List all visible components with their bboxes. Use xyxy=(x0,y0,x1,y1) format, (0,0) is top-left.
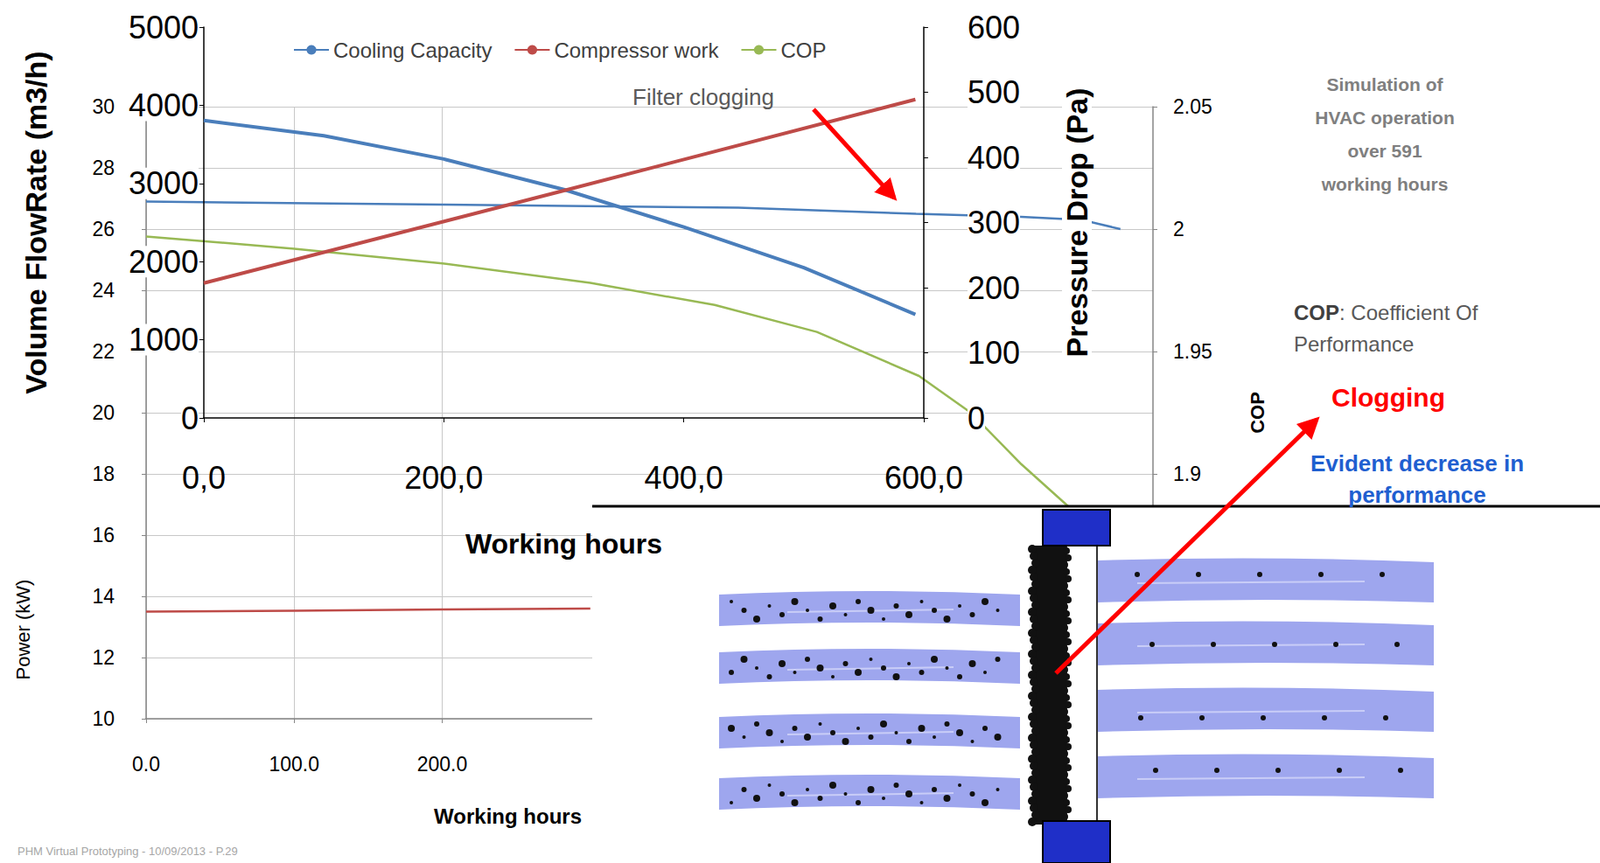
svg-text:24: 24 xyxy=(91,279,115,302)
svg-text:COP: COP xyxy=(780,38,826,63)
svg-text:18: 18 xyxy=(91,462,115,486)
svg-text:Power (kW): Power (kW) xyxy=(12,579,35,681)
svg-text:0,0: 0,0 xyxy=(181,460,226,497)
svg-text:500: 500 xyxy=(967,74,1021,111)
svg-text:200.0: 200.0 xyxy=(417,753,469,776)
svg-text:Compressor work: Compressor work xyxy=(553,38,720,63)
svg-text:12: 12 xyxy=(91,646,115,670)
svg-text:600: 600 xyxy=(967,9,1021,46)
svg-text:Volume FlowRate (m3/h): Volume FlowRate (m3/h) xyxy=(19,50,53,394)
svg-text:3000: 3000 xyxy=(128,165,199,202)
svg-text:1.95: 1.95 xyxy=(1173,340,1213,364)
svg-text:Cooling Capacity: Cooling Capacity xyxy=(333,38,492,63)
svg-text:22: 22 xyxy=(91,340,115,364)
svg-text:0.0: 0.0 xyxy=(132,753,161,776)
svg-text:400,0: 400,0 xyxy=(644,460,724,497)
svg-text:2.05: 2.05 xyxy=(1173,95,1213,119)
svg-text:4000: 4000 xyxy=(128,87,199,124)
svg-text:100: 100 xyxy=(967,335,1021,371)
svg-text:400: 400 xyxy=(967,139,1021,176)
svg-text:5000: 5000 xyxy=(128,9,199,46)
svg-text:2000: 2000 xyxy=(128,244,199,280)
svg-text:14: 14 xyxy=(91,585,115,608)
svg-text:10: 10 xyxy=(91,707,115,731)
svg-text:1000: 1000 xyxy=(128,321,199,358)
svg-text:26: 26 xyxy=(91,217,115,241)
svg-text:2: 2 xyxy=(1173,217,1185,241)
svg-text:100.0: 100.0 xyxy=(268,753,320,776)
svg-text:600,0: 600,0 xyxy=(884,460,964,497)
html-text:Clogging: Clogging xyxy=(1331,383,1446,413)
svg-text:28: 28 xyxy=(91,156,115,180)
html-text:PHM Virtual Prototyping - 10/0: PHM Virtual Prototyping - 10/09/2013 - P… xyxy=(17,845,238,859)
svg-text:Working hours: Working hours xyxy=(433,804,582,829)
html-text:Filter clogging: Filter clogging xyxy=(632,83,775,111)
svg-text:16: 16 xyxy=(91,524,115,547)
svg-text:Working hours: Working hours xyxy=(465,528,663,560)
svg-text:300: 300 xyxy=(967,204,1021,241)
svg-text:0: 0 xyxy=(181,400,199,437)
html-text:Evident decrease in performanc: Evident decrease in performance xyxy=(1310,450,1524,509)
html-text:COP: Coefficient Of Performanc: COP: Coefficient Of Performance xyxy=(1293,300,1478,357)
svg-text:1.9: 1.9 xyxy=(1173,462,1202,486)
svg-text:COP: COP xyxy=(1246,391,1269,434)
svg-text:200,0: 200,0 xyxy=(404,460,483,497)
svg-text:200: 200 xyxy=(967,270,1021,307)
html-text:Simulation of HVAC operation o: Simulation of HVAC operation over 591 wo… xyxy=(1315,74,1455,195)
svg-text:30: 30 xyxy=(91,95,115,119)
svg-text:20: 20 xyxy=(91,401,115,425)
svg-text:Pressure Drop (Pa): Pressure Drop (Pa) xyxy=(1060,88,1094,358)
svg-text:0: 0 xyxy=(967,400,986,437)
